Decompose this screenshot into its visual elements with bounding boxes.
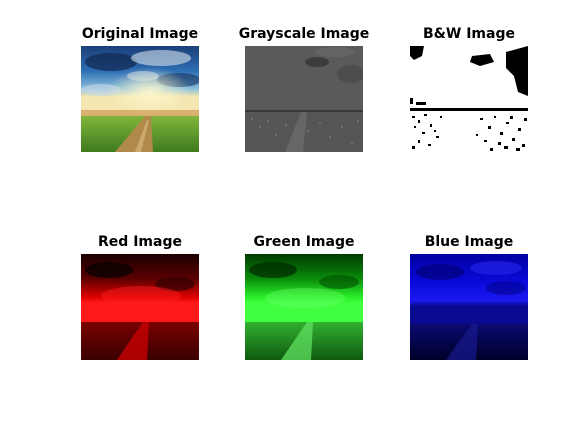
panel-title-green: Green Image [253, 234, 355, 250]
green-image [245, 254, 363, 360]
bw-image [410, 46, 528, 152]
original-image [81, 46, 199, 152]
grayscale-image [245, 46, 363, 152]
red-image [81, 254, 199, 360]
panel-title-blue: Blue Image [424, 234, 514, 250]
panel-title-bw: B&W Image [423, 26, 515, 42]
panel-title-grayscale: Grayscale Image [238, 26, 370, 42]
panel-title-original: Original Image [81, 26, 199, 42]
panel-title-red: Red Image [98, 234, 182, 250]
blue-image [410, 254, 528, 360]
